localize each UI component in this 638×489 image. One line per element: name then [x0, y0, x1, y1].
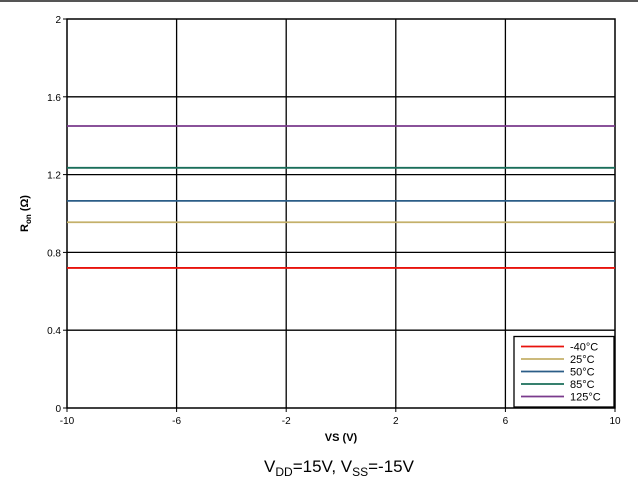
x-tick-label: -10 — [60, 416, 75, 427]
y-tick-label: 1.2 — [47, 171, 61, 182]
legend-label: 25°C — [570, 354, 595, 366]
x-tick-label: -2 — [282, 416, 291, 427]
x-tick-label: -6 — [172, 416, 181, 427]
legend-label: 85°C — [570, 379, 595, 391]
legend-label: 50°C — [570, 367, 595, 379]
y-axis-title: Ron (Ω) — [19, 195, 33, 232]
y-tick-label: 0 — [55, 404, 61, 415]
legend-label: -40°C — [570, 342, 598, 354]
y-tick-label: 0.8 — [47, 248, 61, 259]
y-tick-label: 0.4 — [47, 326, 61, 337]
x-tick-label: 2 — [393, 416, 399, 427]
x-tick-label: 10 — [609, 416, 621, 427]
y-tick-label: 2 — [55, 15, 61, 26]
x-axis-title: VS (V) — [325, 432, 358, 444]
legend-label: 125°C — [570, 392, 601, 404]
x-tick-label: 6 — [503, 416, 509, 427]
chart-caption: VDD=15V, VSS=-15V — [264, 457, 415, 479]
y-tick-label: 1.6 — [47, 93, 61, 104]
top-border — [0, 0, 638, 2]
